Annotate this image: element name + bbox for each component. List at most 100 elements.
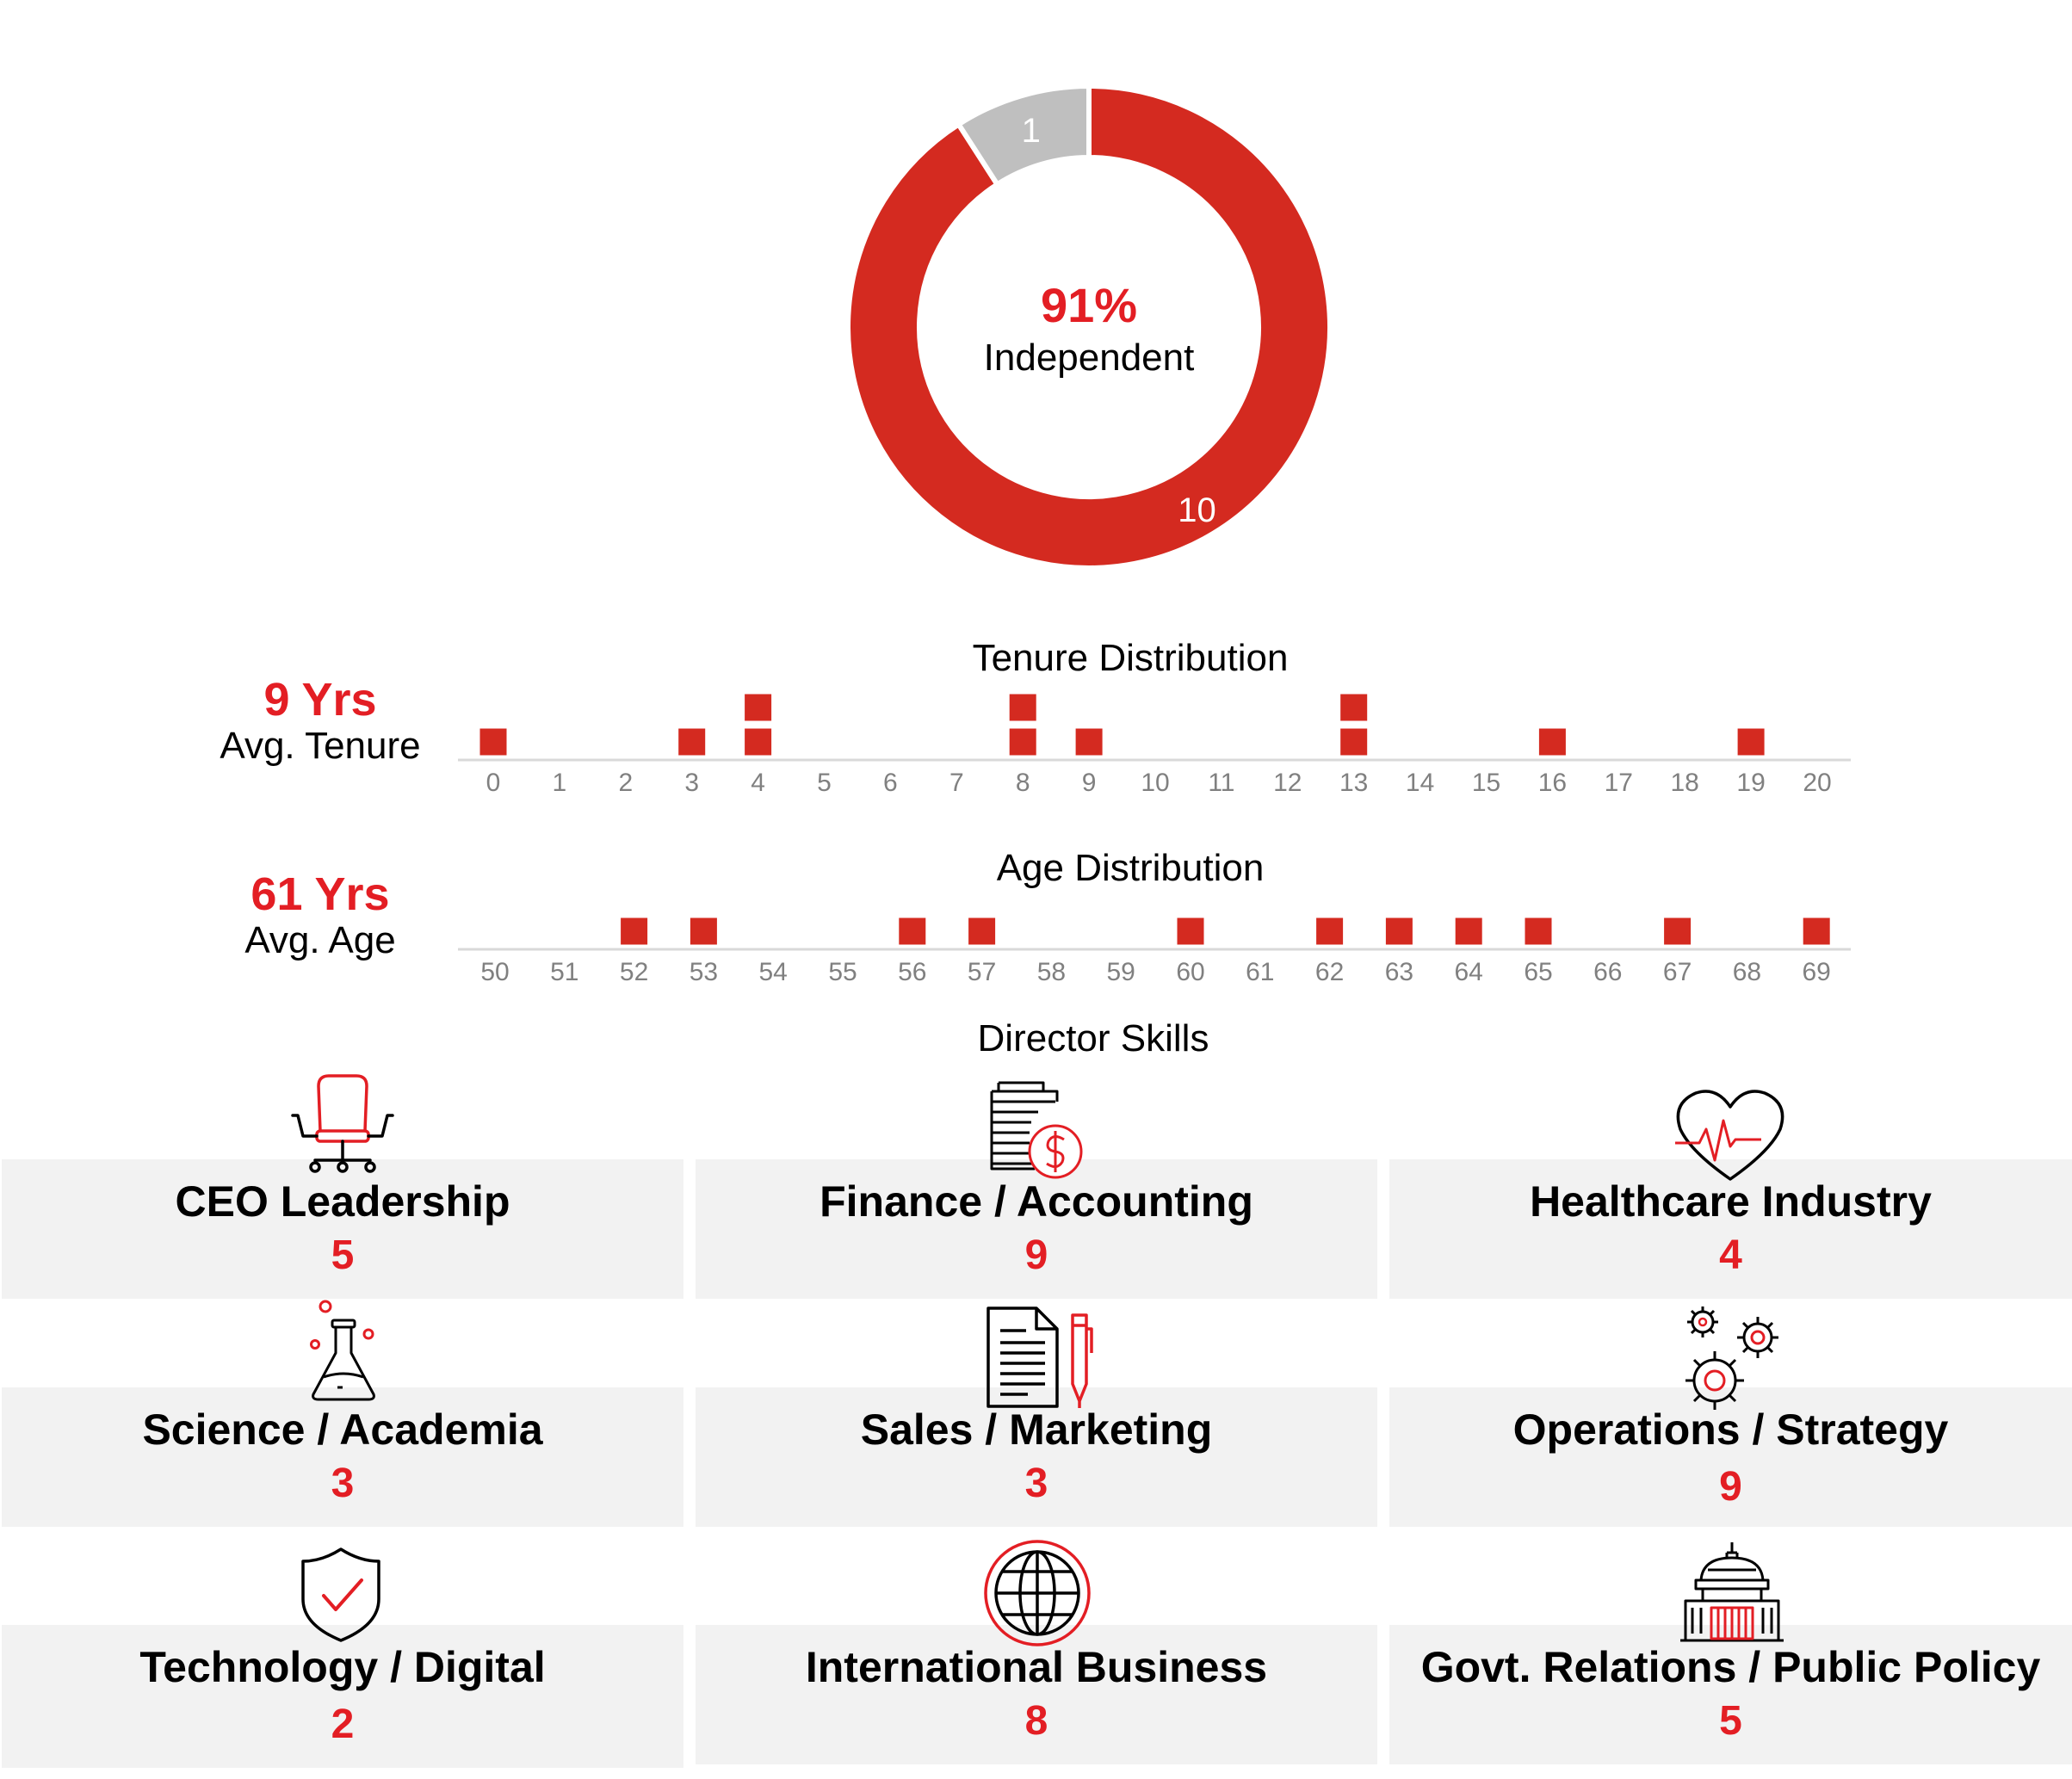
tick-label: 17 [1605,769,1633,797]
avg-age-label: Avg. Age [244,919,396,961]
skill-count: 9 [1024,1232,1048,1278]
skill-count: 8 [1024,1698,1048,1744]
flask-icon [310,1300,375,1401]
independence-donut-chart: 10 1 [845,83,1333,571]
skill-card-operations-strategy: Operations / Strategy 9 [1389,1387,2072,1527]
tick-label: 51 [550,958,578,986]
tenure-chart-title: Tenure Distribution [972,637,1289,679]
distribution-marker [1452,915,1485,948]
skill-card-govt-relations-public-policy: Govt. Relations / Public Policy 5 [1389,1625,2072,1764]
tenure-distribution-chart: 0 1 2 3 4 5 6 7 8 9 10 11 12 13 14 15 16 17 18 19 20 [458,691,1851,797]
donut-slice [955,83,1092,188]
distribution-marker [1174,915,1207,948]
independence-percent: 91% [1040,278,1138,332]
globe-icon [984,1540,1091,1646]
tick-label: 13 [1339,769,1368,797]
distribution-marker [1338,726,1370,758]
skill-label: Sales / Marketing [860,1405,1213,1454]
skill-count: 5 [331,1232,355,1278]
document-pen-icon [987,1306,1093,1408]
tick-label: 2 [618,769,633,797]
tick-label: 7 [949,769,964,797]
tick-label: 8 [1016,769,1030,797]
tick-label: 69 [1803,958,1831,986]
distribution-marker [742,726,775,758]
skill-count: 2 [331,1702,355,1747]
tick-label: 52 [620,958,648,986]
skill-count: 3 [331,1461,355,1506]
tick-label: 14 [1406,769,1434,797]
tick-label: 6 [883,769,898,797]
tick-label: 11 [1208,769,1234,797]
skill-card-ceo-leadership: CEO Leadership 5 [2,1159,683,1299]
tick-label: 15 [1472,769,1500,797]
heart-pulse-icon [1675,1090,1784,1181]
coins-dollar-icon [990,1081,1083,1179]
skill-card-finance-accounting: Finance / Accounting 9 [696,1159,1377,1299]
distribution-marker [1800,915,1833,948]
tick-label: 10 [1141,769,1169,797]
age-distribution-chart: 50 51 52 53 54 55 56 57 58 59 60 61 62 63 64 65 66 67 68 69 [458,915,1851,986]
tick-label: 20 [1803,769,1831,797]
shield-check-icon [301,1547,380,1642]
skill-label: Science / Academia [142,1405,543,1454]
skill-card-technology-digital: Technology / Digital 2 [2,1625,683,1768]
distribution-marker [618,915,651,948]
tick-label: 57 [968,958,996,986]
distribution-marker [676,726,708,758]
distribution-marker [1006,726,1039,758]
tick-label: 12 [1273,769,1302,797]
tick-label: 60 [1176,958,1204,986]
distribution-marker [966,915,999,948]
age-chart-title: Age Distribution [996,847,1265,889]
avg-tenure-label: Avg. Tenure [220,725,421,767]
office-chair-icon [291,1074,394,1173]
tick-label: 59 [1107,958,1135,986]
gears-icon [1685,1306,1778,1410]
tick-label: 50 [480,958,509,986]
distribution-marker [1314,915,1346,948]
tick-label: 61 [1246,958,1274,986]
distribution-marker [1735,726,1767,758]
tick-label: 62 [1315,958,1344,986]
skill-card-healthcare-industry: Healthcare Industry 4 [1389,1159,2072,1299]
tick-label: 65 [1524,958,1552,986]
skill-count: 9 [1719,1464,1742,1510]
donut-slice [845,83,1333,571]
skill-label: Finance / Accounting [820,1177,1253,1226]
tick-label: 5 [817,769,832,797]
skill-card-international-business: International Business 8 [696,1625,1377,1764]
tick-label: 56 [898,958,926,986]
tick-label: 53 [690,958,718,986]
distribution-marker [742,691,775,724]
tick-label: 68 [1733,958,1761,986]
skill-card-science-academia: Science / Academia 3 [2,1387,683,1527]
distribution-marker [1661,915,1694,948]
skill-count: 4 [1719,1232,1742,1278]
tick-label: 19 [1736,769,1765,797]
tick-label: 4 [751,769,765,797]
tick-label: 64 [1455,958,1483,986]
skill-card-sales-marketing: Sales / Marketing 3 [696,1387,1377,1527]
tick-label: 1 [553,769,567,797]
skill-label: CEO Leadership [175,1177,510,1226]
tick-label: 3 [684,769,699,797]
tick-label: 9 [1082,769,1097,797]
capitol-building-icon [1680,1542,1784,1642]
tick-label: 16 [1538,769,1567,797]
tick-label: 55 [828,958,857,986]
skill-label: International Business [805,1643,1268,1691]
director-skills-title: Director Skills [977,1017,1209,1059]
distribution-marker [1006,691,1039,724]
distribution-marker [477,726,510,758]
skill-label: Technology / Digital [139,1643,546,1691]
skill-label: Govt. Relations / Public Policy [1420,1643,2041,1691]
distribution-marker [896,915,929,948]
avg-age-value: 61 Yrs [250,868,390,920]
distribution-marker [1536,726,1568,758]
avg-tenure-value: 9 Yrs [263,674,377,726]
tick-label: 54 [759,958,788,986]
tick-label: 67 [1663,958,1692,986]
distribution-marker [1338,691,1370,724]
donut-slice-label: 10 [1178,491,1216,529]
